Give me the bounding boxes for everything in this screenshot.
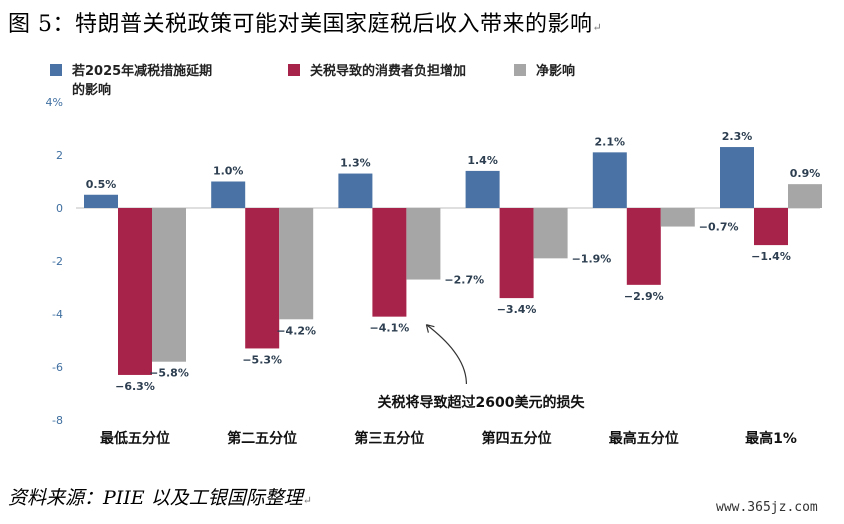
bar: [533, 208, 568, 259]
bar: [592, 152, 627, 208]
bars-group: [84, 147, 822, 375]
data-label: −2.7%: [444, 274, 484, 287]
bar: [788, 184, 822, 208]
annotation-text: 关税将导致超过2600美元的损失: [378, 394, 586, 411]
data-label: −6.3%: [115, 380, 155, 393]
category-label: 第四五分位: [482, 430, 552, 447]
data-label: −0.7%: [699, 221, 739, 234]
bar: [152, 208, 186, 362]
data-label: 1.3%: [340, 157, 371, 170]
bar: [720, 147, 754, 208]
bar: [279, 208, 314, 320]
y-tick-label: -2: [52, 255, 63, 268]
bar: [406, 208, 441, 280]
data-label: −3.4%: [497, 303, 537, 316]
data-label: −5.8%: [149, 367, 189, 380]
data-label: −5.3%: [242, 353, 282, 366]
bar: [118, 208, 152, 375]
category-label: 最低五分位: [100, 430, 170, 447]
bar: [84, 194, 118, 208]
source-note: 资料来源：PIIE 以及工银国际整理↵: [8, 483, 312, 510]
chart-legend: 若2025年减税措施延期的影响 关税导致的消费者负担增加 净影响: [50, 63, 575, 98]
bar: [465, 170, 500, 208]
source-text: 资料来源：PIIE 以及工银国际整理: [8, 487, 303, 509]
figure-title: 图 5：特朗普关税政策可能对美国家庭税后收入带来的影响↵: [8, 6, 602, 38]
watermark: www.365jz.com: [716, 500, 818, 515]
y-tick-label: -8: [52, 414, 63, 427]
bar: [372, 208, 407, 317]
bar: [626, 208, 661, 285]
data-label: 0.9%: [790, 167, 821, 180]
data-label: 2.3%: [722, 130, 753, 143]
legend-swatch: [288, 64, 300, 76]
data-label: −1.4%: [751, 250, 791, 263]
paragraph-mark-icon: ↵: [302, 494, 312, 507]
legend-swatch: [514, 64, 526, 76]
category-label: 第二五分位: [227, 430, 297, 447]
y-tick-label: 2: [56, 149, 63, 162]
bar: [245, 208, 280, 349]
y-tick-label: 4%: [46, 96, 63, 109]
data-label: −1.9%: [572, 252, 612, 265]
data-label: 0.5%: [86, 178, 117, 191]
data-label: −2.9%: [624, 290, 664, 303]
category-label: 最高1%: [745, 430, 797, 447]
legend-label: 若2025年减税措施延期的影响: [71, 63, 212, 98]
category-label: 最高五分位: [609, 430, 679, 447]
figure-title-text: 图 5：特朗普关税政策可能对美国家庭税后收入带来的影响: [8, 12, 593, 37]
y-tick-label: 0: [56, 202, 63, 215]
data-label: 1.4%: [467, 154, 498, 167]
bar: [338, 173, 373, 208]
annotation-group: 关税将导致超过2600美元的损失: [378, 324, 586, 411]
annotation-arrow: [426, 324, 467, 385]
y-axis: 4% 2 0 -2 -4 -6 -8: [46, 96, 820, 427]
bar: [211, 181, 246, 208]
bar-chart: 若2025年减税措施延期的影响 关税导致的消费者负担增加 净影响 4% 2 0 -2 -4 -…: [46, 63, 822, 447]
data-label: −4.1%: [370, 322, 410, 335]
arrowhead-icon: [425, 324, 435, 333]
data-label: 1.0%: [213, 165, 244, 178]
x-axis-categories: 最低五分位 第二五分位 第三五分位 第四五分位 最高五分位 最高1%: [100, 430, 797, 447]
data-label: 2.1%: [595, 135, 626, 148]
legend-label: 关税导致的消费者负担增加: [310, 63, 466, 79]
legend-swatch: [50, 64, 62, 76]
category-label: 第三五分位: [354, 430, 424, 447]
data-labels-group: 0.5% −6.3%−5.8% 1.0% −5.3% −4.2% 1.3% −4.1% −2.…: [86, 130, 821, 393]
bar: [660, 208, 695, 227]
paragraph-mark-icon: ↵: [592, 21, 603, 34]
data-label: −4.2%: [276, 324, 316, 337]
legend-label: 净影响: [536, 63, 575, 79]
bar: [754, 208, 788, 246]
y-tick-label: -6: [52, 361, 63, 374]
bar: [499, 208, 534, 299]
y-tick-label: -4: [52, 308, 63, 321]
